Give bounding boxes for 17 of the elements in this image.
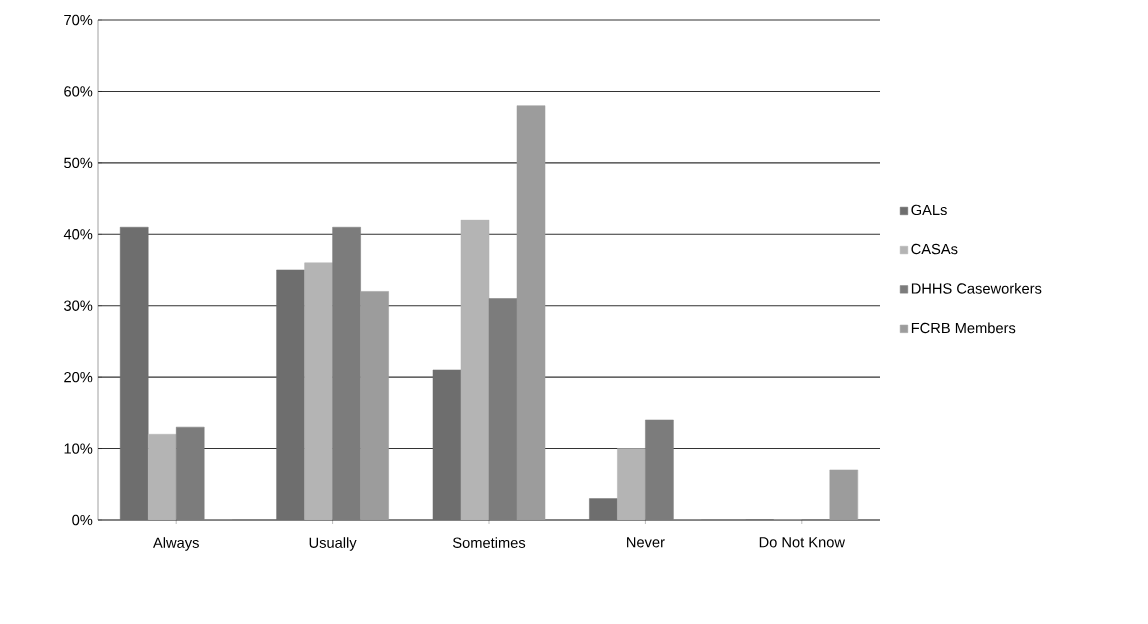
y-tick-label: 40% [63, 229, 93, 240]
x-tick-label: Sometimes [453, 537, 526, 548]
y-tick-label: 30% [64, 300, 93, 311]
y-tick-label: 60% [64, 86, 93, 97]
legend-label: FCRB Members [911, 322, 1016, 334]
x-tick-label: Never [627, 537, 665, 548]
y-tick-label: 0% [72, 514, 93, 526]
y-tick-label: 70% [64, 14, 93, 26]
x-tick-label: Usually [309, 537, 357, 551]
y-tick-label: 20% [64, 371, 93, 383]
x-tick-label: Do Not Know [759, 537, 846, 548]
legend-label: CASAs [911, 243, 958, 255]
y-tick-label: 10% [64, 443, 93, 454]
x-tick-label: Always [152, 537, 199, 551]
y-tick-label: 50% [64, 157, 93, 169]
legend-label: GALs [911, 204, 947, 216]
legend-label: DHHS Caseworkers [911, 282, 1042, 294]
